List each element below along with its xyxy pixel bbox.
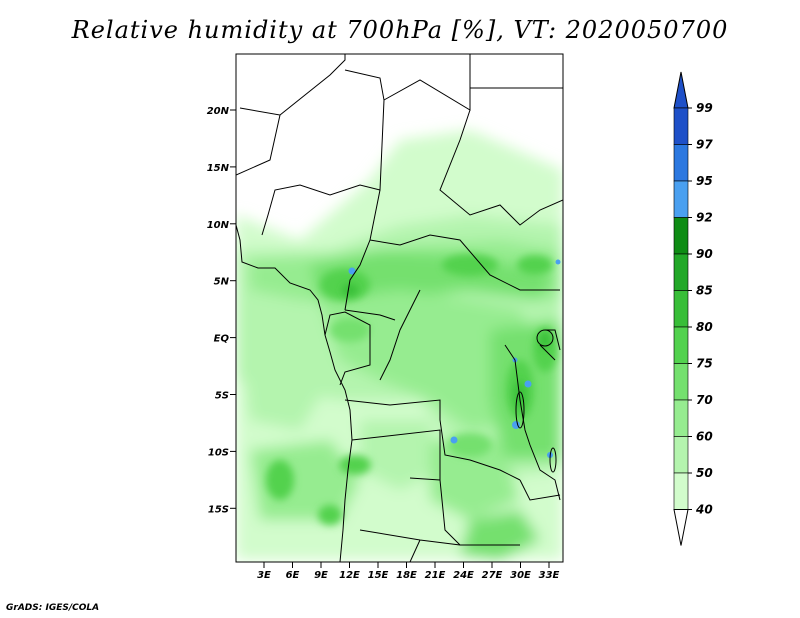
lon-tick-label: 24E (453, 570, 474, 581)
lon-tick-label: 18E (396, 570, 417, 581)
lat-tick-label: 20N (207, 106, 230, 117)
colorbar-segment (673, 363, 689, 401)
colorbar-label: 99 (696, 101, 713, 115)
colorbar-label: 97 (696, 138, 713, 152)
latitude-axis: 20N 15N 10N 5N EQ 5S 10S 15S (207, 106, 236, 515)
lat-tick-label: 15S (208, 504, 229, 515)
colorbar-segment (673, 180, 689, 218)
colorbar-segment (673, 253, 689, 291)
colorbar: 99 97 95 92 90 85 80 75 70 60 50 40 (673, 71, 713, 546)
colorbar-segment (673, 107, 689, 145)
lon-tick-label: 6E (286, 570, 300, 581)
lon-tick-label: 27E (482, 570, 503, 581)
colorbar-label: 85 (696, 284, 713, 298)
colorbar-label: 50 (696, 466, 713, 480)
grads-credit: GrADS: IGES/COLA (6, 603, 100, 613)
country-borders (236, 54, 563, 562)
map-frame (235, 53, 564, 563)
humidity-field (236, 54, 563, 562)
colorbar-label: 75 (696, 357, 713, 371)
lat-tick-label: 10S (208, 447, 229, 458)
colorbar-label: 92 (696, 211, 713, 225)
lon-tick-label: 15E (368, 570, 389, 581)
lat-tick-label: 5N (214, 277, 230, 288)
colorbar-label: 60 (696, 430, 713, 444)
lat-tick-label: EQ (214, 334, 230, 345)
colorbar-segment (673, 217, 689, 255)
colorbar-segment (673, 290, 689, 328)
colorbar-label: 95 (696, 174, 713, 188)
chart-title: Relative humidity at 700hPa [%], VT: 202… (71, 16, 729, 44)
colorbar-label: 80 (696, 320, 713, 334)
colorbar-label: 40 (695, 503, 713, 517)
lon-tick-label: 30E (510, 570, 531, 581)
lon-tick-label: 3E (257, 570, 271, 581)
longitude-axis: 3E 6E 9E 12E 15E 18E 21E 24E 27E 30E 33E (257, 562, 560, 581)
colorbar-segment (673, 399, 689, 437)
colorbar-top-arrow (673, 71, 689, 109)
colorbar-label: 70 (696, 393, 713, 407)
lon-tick-label: 12E (339, 570, 360, 581)
colorbar-segment (673, 472, 689, 510)
colorbar-segment (673, 326, 689, 364)
lon-tick-label: 21E (425, 570, 446, 581)
lat-tick-label: 5S (215, 391, 229, 402)
lat-tick-label: 10N (207, 220, 230, 231)
colorbar-bottom-arrow (673, 509, 689, 546)
colorbar-segment (673, 436, 689, 474)
colorbar-segment (673, 144, 689, 182)
lon-tick-label: 33E (539, 570, 560, 581)
lon-tick-label: 9E (314, 570, 328, 581)
colorbar-label: 90 (696, 247, 713, 261)
lat-tick-label: 15N (207, 163, 230, 174)
